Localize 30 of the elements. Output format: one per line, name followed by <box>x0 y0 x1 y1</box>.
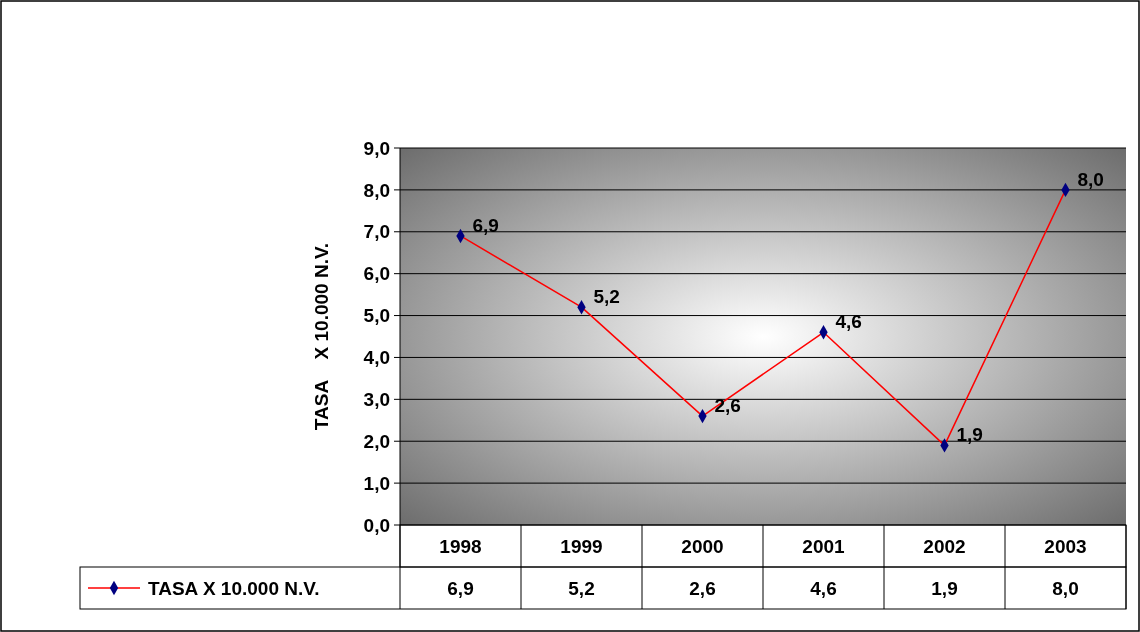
y-tick-label: 2,0 <box>363 430 390 452</box>
data-label: 8,0 <box>1052 577 1079 599</box>
text: 1,9 <box>956 424 983 446</box>
data-label: 5,2 <box>568 577 595 599</box>
legend-label: TASA X 10.000 N.V. <box>148 577 320 599</box>
x-tick-label: 2001 <box>802 535 846 557</box>
y-tick-label: 4,0 <box>363 347 390 369</box>
y-tick-label: 7,0 <box>363 221 390 243</box>
y-axis-title: TASA X 10.000 N.V. <box>311 242 332 431</box>
y-tick-label: 0,0 <box>363 514 390 536</box>
text: 6,9 <box>472 214 499 236</box>
text: 5,2 <box>593 286 620 308</box>
text: 8,0 <box>1077 168 1104 190</box>
data-label: 1,9 <box>931 577 958 599</box>
y-tick-label: 1,0 <box>363 472 390 494</box>
y-tick-label: 8,0 <box>363 179 390 201</box>
x-tick-label: 2002 <box>923 535 966 557</box>
y-tick-label: 6,0 <box>363 263 390 285</box>
x-tick-label: 2003 <box>1044 535 1087 557</box>
x-tick-label: 2000 <box>681 535 724 557</box>
data-label: 6,9 <box>447 577 474 599</box>
y-tick-label: 3,0 <box>363 388 390 410</box>
x-tick-label: 1999 <box>560 535 603 557</box>
text: 2,6 <box>714 395 741 417</box>
x-tick-label: 1998 <box>439 535 482 557</box>
y-tick-label: 9,0 <box>363 137 390 159</box>
data-label: 4,6 <box>810 577 837 599</box>
data-label: 2,6 <box>689 577 716 599</box>
y-tick-label: 5,0 <box>363 305 390 327</box>
text: 4,6 <box>835 311 862 333</box>
